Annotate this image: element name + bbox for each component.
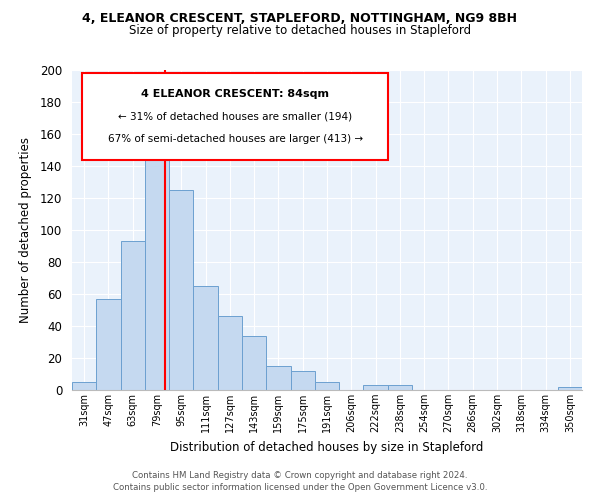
Bar bbox=[121, 241, 145, 390]
Bar bbox=[242, 336, 266, 390]
Y-axis label: Number of detached properties: Number of detached properties bbox=[19, 137, 32, 323]
Bar bbox=[218, 316, 242, 390]
Bar bbox=[72, 382, 96, 390]
Text: Contains HM Land Registry data © Crown copyright and database right 2024.: Contains HM Land Registry data © Crown c… bbox=[132, 471, 468, 480]
Bar bbox=[266, 366, 290, 390]
Bar bbox=[96, 299, 121, 390]
Text: 4, ELEANOR CRESCENT, STAPLEFORD, NOTTINGHAM, NG9 8BH: 4, ELEANOR CRESCENT, STAPLEFORD, NOTTING… bbox=[83, 12, 517, 26]
Bar bbox=[193, 286, 218, 390]
Text: Contains public sector information licensed under the Open Government Licence v3: Contains public sector information licen… bbox=[113, 484, 487, 492]
Text: 67% of semi-detached houses are larger (413) →: 67% of semi-detached houses are larger (… bbox=[107, 134, 363, 144]
Bar bbox=[388, 385, 412, 390]
Text: 4 ELEANOR CRESCENT: 84sqm: 4 ELEANOR CRESCENT: 84sqm bbox=[141, 89, 329, 99]
X-axis label: Distribution of detached houses by size in Stapleford: Distribution of detached houses by size … bbox=[170, 440, 484, 454]
Text: Size of property relative to detached houses in Stapleford: Size of property relative to detached ho… bbox=[129, 24, 471, 37]
Bar bbox=[169, 190, 193, 390]
Bar bbox=[145, 134, 169, 390]
Text: ← 31% of detached houses are smaller (194): ← 31% of detached houses are smaller (19… bbox=[118, 112, 352, 122]
FancyBboxPatch shape bbox=[82, 73, 388, 160]
Bar bbox=[364, 385, 388, 390]
Bar bbox=[558, 387, 582, 390]
Bar bbox=[315, 382, 339, 390]
Bar bbox=[290, 371, 315, 390]
